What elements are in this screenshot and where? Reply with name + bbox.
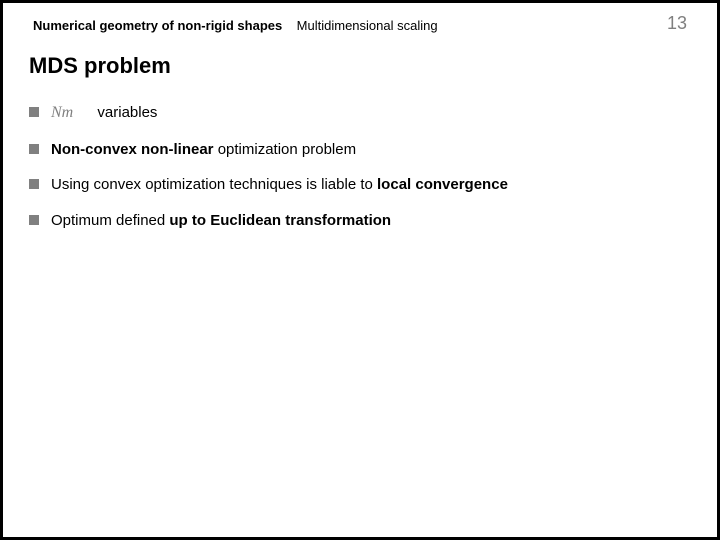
header-title-bold: Numerical geometry of non-rigid shapes <box>33 18 282 33</box>
bullet-3-text: Using convex optimization techniques is … <box>51 176 377 193</box>
bullet-1-text: variables <box>97 104 157 121</box>
bullet-marker-icon <box>29 179 39 189</box>
bullet-2-text: optimization problem <box>214 141 357 158</box>
slide: Numerical geometry of non-rigid shapes M… <box>3 3 717 537</box>
header-left: Numerical geometry of non-rigid shapes M… <box>33 17 438 35</box>
bullet-4-bold: up to Euclidean transformation <box>169 212 391 229</box>
bullet-text-2: Non-convex non-linear optimization probl… <box>51 140 356 160</box>
bullet-marker-icon <box>29 144 39 154</box>
bullet-item-3: Using convex optimization techniques is … <box>29 175 691 195</box>
bullet-marker-icon <box>29 107 39 117</box>
bullet-item-1: Nm variables <box>29 103 691 124</box>
bullet-item-4: Optimum defined up to Euclidean transfor… <box>29 211 691 231</box>
slide-title: MDS problem <box>29 53 171 79</box>
bullet-item-2: Non-convex non-linear optimization probl… <box>29 140 691 160</box>
math-variable: Nm <box>51 104 73 121</box>
slide-content: Nm variables Non-convex non-linear optim… <box>29 103 691 246</box>
bullet-text-4: Optimum defined up to Euclidean transfor… <box>51 211 391 231</box>
bullet-4-text: Optimum defined <box>51 212 169 229</box>
bullet-3-bold: local convergence <box>377 176 508 193</box>
slide-header: Numerical geometry of non-rigid shapes M… <box>33 17 687 41</box>
bullet-text-3: Using convex optimization techniques is … <box>51 175 508 195</box>
bullet-marker-icon <box>29 215 39 225</box>
bullet-2-bold: Non-convex non-linear <box>51 141 214 158</box>
bullet-text-1: Nm variables <box>51 103 157 124</box>
header-subtitle: Multidimensional scaling <box>297 18 438 33</box>
page-number: 13 <box>667 13 687 34</box>
